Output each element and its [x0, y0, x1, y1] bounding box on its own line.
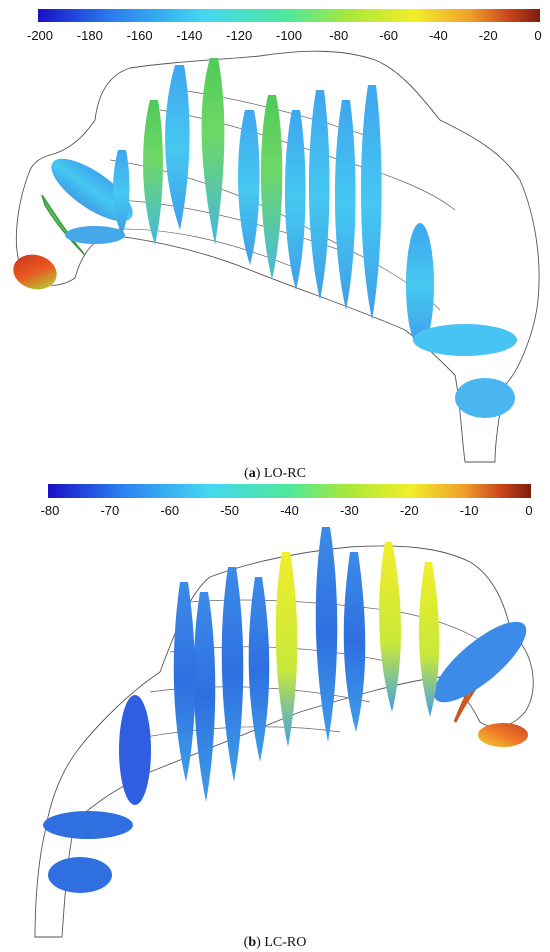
colorbar-tick-label: 0 [525, 503, 532, 518]
slice-8 [193, 592, 216, 802]
slice-4 [315, 527, 338, 742]
panel-b-figure: -80 -70 -60 -50 -40 -30 -20 -10 0 (b) LC-RO [34, 484, 534, 950]
slice-right-lower [413, 324, 517, 356]
colorbar-tick-labels: -200 -180 -160 -140 -120 -100 -80 -60 -40 -20 0 [27, 28, 542, 43]
colorbar-tick-label: 0 [534, 28, 541, 43]
slice-right-end [478, 723, 528, 747]
panel-a: -200 -180 -160 -140 -120 -100 -80 -60 -40 -20 0 ( [13, 9, 542, 481]
slice-1 [113, 150, 130, 235]
caption-a-text: LO-RC [264, 466, 306, 481]
colorbar-tick-label: -10 [460, 503, 479, 518]
slice-9 [173, 582, 196, 782]
colorbar [38, 9, 540, 22]
slice-3 [165, 65, 190, 230]
caption-a-letter: a [249, 466, 256, 481]
colorbar-tick-label: -160 [127, 28, 153, 43]
colorbar-tick-label: -70 [100, 503, 119, 518]
colorbar-tick-label: -20 [400, 503, 419, 518]
slice-foot [48, 857, 112, 893]
slice-3 [343, 552, 366, 732]
slice-2 [143, 100, 163, 245]
slice-10 [360, 85, 382, 320]
slice-7 [284, 110, 306, 290]
slice-2 [379, 542, 401, 712]
slice-5 [275, 552, 298, 747]
caption-b-letter: b [248, 935, 256, 950]
colorbar-tick-label: -50 [220, 503, 239, 518]
slice-left-fin [41, 194, 86, 256]
colorbar [48, 484, 531, 498]
slice-base [65, 226, 125, 244]
caption-b-text: LC-RO [264, 935, 306, 950]
slice-8 [308, 90, 330, 300]
slice-left-lower [43, 811, 133, 839]
slice-6 [248, 577, 270, 762]
colorbar-tick-label: -140 [176, 28, 202, 43]
colorbar-tick-label: -20 [479, 28, 498, 43]
colorbar-tick-labels: -80 -70 -60 -50 -40 -30 -20 -10 0 [41, 503, 533, 518]
slice-7 [221, 567, 244, 782]
slice-right-vertical [406, 223, 434, 347]
slice-5 [238, 110, 260, 265]
colorbar-tick-label: -80 [329, 28, 348, 43]
caption-a: (a) LO-RC [244, 466, 306, 481]
colorbar-tick-label: -60 [379, 28, 398, 43]
body-detail-line [99, 89, 456, 311]
colorbar-tick-label: -100 [276, 28, 302, 43]
slice-left-end [13, 254, 57, 290]
cross-section-slices [13, 58, 517, 418]
slice-9 [334, 100, 356, 310]
colorbar-tick-label: -200 [27, 28, 53, 43]
slice-foot [455, 378, 515, 418]
colorbar-tick-label: -40 [280, 503, 299, 518]
slice-6 [260, 95, 283, 280]
colorbar-tick-label: -40 [429, 28, 448, 43]
colorbar-tick-label: -180 [77, 28, 103, 43]
panel-b: -80 -70 -60 -50 -40 -30 -20 -10 0 (b) LC-RO [0, 482, 550, 952]
colorbar-tick-label: -80 [41, 503, 60, 518]
panel-a-figure: -200 -180 -160 -140 -120 -100 -80 -60 -40 -20 0 ( [13, 9, 542, 481]
slice-right-oblique [433, 621, 527, 703]
slice-4 [201, 58, 225, 245]
slice-oblique [51, 158, 133, 222]
colorbar-tick-label: -30 [340, 503, 359, 518]
cross-section-slices [43, 527, 528, 893]
colorbar-tick-label: -120 [226, 28, 252, 43]
slice-left-vertical [119, 695, 151, 805]
slice-1 [418, 562, 440, 717]
colorbar-tick-label: -60 [160, 503, 179, 518]
caption-b: (b) LC-RO [244, 935, 307, 950]
